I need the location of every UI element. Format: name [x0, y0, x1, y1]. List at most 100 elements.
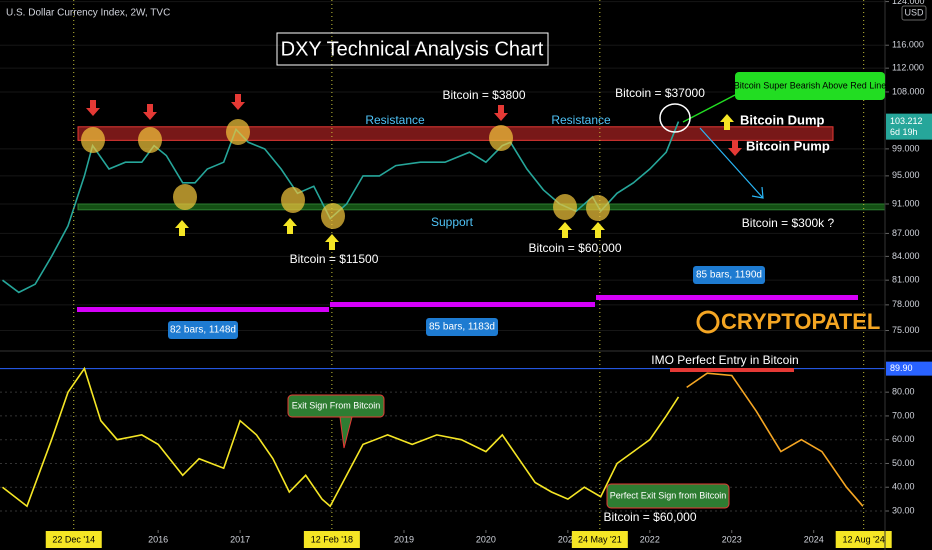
annotation: Bitcoin = $37000 [615, 86, 705, 100]
x-tick-label: 12 Feb '18 [311, 534, 353, 544]
y-tick-label: 75.000 [892, 325, 920, 335]
price-badge [886, 113, 932, 140]
y-tick-label: 124.000 [892, 0, 925, 6]
annotation: Bitcoin Dump [740, 112, 825, 127]
annotation: Bitcoin = $60,000 [528, 241, 621, 255]
arrow [175, 220, 189, 236]
highlight-circle [553, 194, 577, 220]
annotation: Resistance [365, 113, 425, 127]
data-line [686, 372, 864, 507]
entry-bar [670, 368, 794, 372]
y-tick-label: 87.000 [892, 228, 920, 238]
x-tick-label: 2022 [640, 534, 660, 544]
date-badge [45, 531, 102, 548]
support-zone [77, 203, 886, 211]
range-bar [77, 307, 329, 312]
y-tick-label: 78.000 [892, 299, 920, 309]
annotation: Bitcoin = $3800 [442, 88, 525, 102]
label-box [693, 266, 765, 284]
y-tick-label: 91.000 [892, 198, 920, 208]
y-tick-label: 112.000 [892, 63, 924, 73]
arrow [728, 140, 742, 156]
annotation: Bitcoin Pump [746, 138, 830, 153]
y-tick-label: 30.00 [892, 505, 915, 515]
date-badge [571, 531, 628, 548]
arrow-head [751, 186, 764, 199]
highlight-circle [281, 187, 305, 213]
y-tick-label: 50.00 [892, 458, 915, 468]
annotation: 85 bars, 1183d [429, 322, 495, 333]
x-tick-label: 2016 [148, 534, 168, 544]
brand-logo [696, 310, 720, 334]
y-tick-label: 116.000 [892, 40, 924, 50]
arrow [325, 234, 339, 250]
label-box [606, 483, 730, 509]
x-tick-label: 2020 [476, 534, 496, 544]
annotation: Bitcoin = $60,000 [603, 510, 696, 524]
arrow [591, 222, 605, 238]
y-tick-label: 108.000 [892, 86, 925, 96]
x-tick-label: 12 Aug '24 [843, 534, 885, 544]
x-tick-label: 2017 [230, 534, 250, 544]
x-tick-label: 2021 [558, 534, 578, 544]
range-bar [596, 295, 858, 300]
highlight-circle [489, 125, 513, 151]
highlight-circle [586, 195, 610, 221]
range-bar [330, 302, 595, 307]
y-tick-label: 60.00 [892, 434, 915, 444]
y-tick-label: 99.000 [892, 143, 920, 153]
x-tick-label: 22 Dec '14 [52, 534, 95, 544]
y-tick-label: 81.000 [892, 275, 920, 285]
chart-title: DXY Technical Analysis Chart [281, 38, 544, 60]
arrow [558, 222, 572, 238]
y-tick-label: 70.00 [892, 410, 915, 420]
annotation: Bitcoin Super Bearish Above Red Line [734, 80, 887, 90]
annotation: 82 bars, 1148d [170, 325, 236, 336]
annotation: Exit Sign From Bitcoin [292, 400, 381, 410]
y-tick-label: 80.00 [892, 387, 915, 397]
level-label: 89.90 [890, 363, 913, 373]
annotation: Resistance [551, 113, 611, 127]
symbol-label: U.S. Dollar Currency Index, 2W, TVC [6, 8, 170, 19]
resistance-zone [77, 126, 834, 141]
date-badge [303, 531, 360, 548]
level-badge [886, 361, 932, 376]
x-tick-label: 2019 [394, 534, 414, 544]
annotation: 85 bars, 1190d [696, 270, 762, 281]
x-tick-label: 2024 [804, 534, 824, 544]
annotation: Bitcoin = $11500 [290, 252, 379, 266]
arrow [720, 114, 734, 130]
arrow [86, 100, 100, 116]
label-box [287, 394, 385, 418]
title-frame [276, 32, 549, 66]
highlight-circle [659, 103, 691, 133]
x-tick-label: 2023 [722, 534, 742, 544]
arrow [494, 105, 508, 121]
arrow [143, 104, 157, 120]
y-tick-label: 40.00 [892, 482, 915, 492]
label-box [426, 318, 498, 336]
countdown-label: 6d 19h [890, 127, 918, 137]
currency-label: USD [904, 7, 924, 17]
y-tick-label: 95.000 [892, 170, 920, 180]
highlight-circle [321, 203, 345, 229]
highlight-circle [81, 127, 105, 153]
arrow [283, 218, 297, 234]
highlight-circle [226, 119, 250, 145]
annotation: Bitcoin = $300k ? [742, 216, 835, 230]
y-tick-label: 84.000 [892, 251, 920, 261]
projection-arrow [699, 127, 764, 199]
label-box [168, 321, 238, 339]
currency-frame [901, 5, 927, 21]
callout-pointer [339, 416, 353, 449]
annotation: Perfect Exit Sign from Bitcoin [610, 490, 727, 500]
pointer-line [682, 94, 736, 123]
data-line [2, 366, 680, 508]
highlight-circle [138, 127, 162, 153]
arrow [231, 94, 245, 110]
label-box [735, 72, 885, 100]
highlight-circle [173, 184, 197, 210]
date-badge [835, 531, 892, 548]
